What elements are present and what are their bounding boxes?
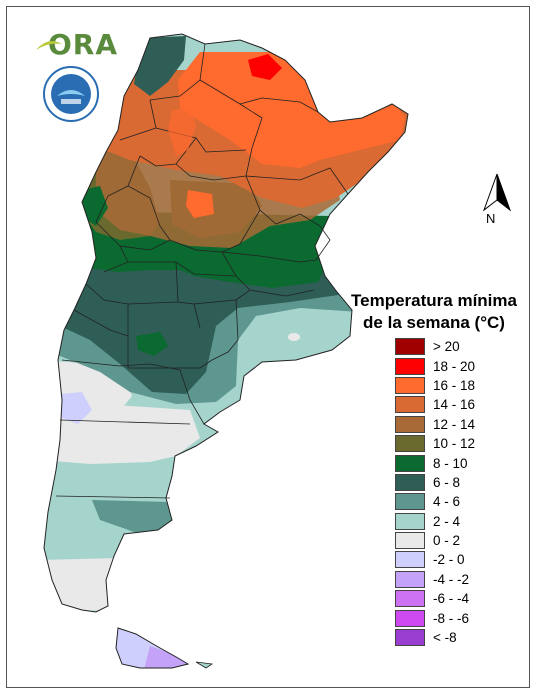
zone-minus2-0 <box>60 392 92 424</box>
legend-label: 18 - 20 <box>433 358 476 374</box>
zone-tdf-minus4 <box>144 646 188 668</box>
zone-16-18-tucuman <box>168 108 196 156</box>
legend-label: -6 - -4 <box>433 591 470 607</box>
isla-estados <box>195 661 214 669</box>
legend-item: > 20 <box>395 337 475 356</box>
legend-label: > 20 <box>433 339 460 355</box>
legend-item: 0 - 2 <box>395 531 475 550</box>
legend-item: 4 - 6 <box>395 492 475 511</box>
legend-swatch <box>395 629 425 647</box>
legend-swatch <box>395 551 425 569</box>
legend: > 20 18 - 20 16 - 18 14 - 16 12 - 14 10 - 12 8… <box>395 337 475 647</box>
zone-andes-6-8 <box>134 36 186 96</box>
map-frame <box>6 6 530 688</box>
legend-label: 14 - 16 <box>433 397 476 413</box>
legend-label: -4 - -2 <box>433 571 470 587</box>
legend-swatch <box>395 376 425 394</box>
legend-swatch <box>395 396 425 414</box>
legend-label: 2 - 4 <box>433 513 461 529</box>
legend-item: 12 - 14 <box>395 415 475 434</box>
legend-item: -6 - -4 <box>395 589 475 608</box>
tierra-del-fuego-outline <box>115 627 190 669</box>
legend-item: 6 - 8 <box>395 473 475 492</box>
legend-label: 12 - 14 <box>433 416 476 432</box>
legend-item: -4 - -2 <box>395 570 475 589</box>
legend-label: < -8 <box>433 630 457 646</box>
legend-swatch <box>395 493 425 511</box>
legend-item: < -8 <box>395 628 475 647</box>
legend-item: 8 - 10 <box>395 453 475 472</box>
smn-seal-icon <box>43 66 99 122</box>
zone-16-18 <box>178 52 405 168</box>
zone-8-10-patch <box>136 332 168 356</box>
legend-label: 0 - 2 <box>433 533 461 549</box>
legend-label: -2 - 0 <box>433 552 465 568</box>
legend-swatch <box>395 473 425 491</box>
zone-0-2-patch <box>288 333 300 341</box>
legend-item: 16 - 18 <box>395 376 475 395</box>
legend-swatch <box>395 338 425 356</box>
legend-item: -2 - 0 <box>395 550 475 569</box>
legend-swatch <box>395 570 425 588</box>
legend-swatch <box>395 609 425 627</box>
legend-swatch <box>395 454 425 472</box>
legend-item: 18 - 20 <box>395 356 475 375</box>
province-borders <box>55 43 349 499</box>
north-label: N <box>486 211 496 226</box>
zone-16-18-patch <box>186 190 214 218</box>
legend-item: 14 - 16 <box>395 395 475 414</box>
legend-label: 10 - 12 <box>433 436 476 452</box>
legend-swatch <box>395 590 425 608</box>
zone-andes-8-10 <box>82 186 108 226</box>
legend-swatch <box>395 415 425 433</box>
zone-4-6-south <box>92 500 176 534</box>
legend-title: Temperatura mínima de la semana (°C) <box>351 291 517 332</box>
legend-swatch <box>395 512 425 530</box>
legend-swatch <box>395 532 425 550</box>
legend-label: 6 - 8 <box>433 474 461 490</box>
legend-swatch <box>395 357 425 375</box>
ora-logo: ORA <box>48 28 119 61</box>
north-arrow-icon <box>482 173 512 212</box>
legend-item: -8 - -6 <box>395 608 475 627</box>
legend-label: 8 - 10 <box>433 455 468 471</box>
zone-18-20 <box>248 54 282 80</box>
legend-item: 2 - 4 <box>395 512 475 531</box>
legend-item: 10 - 12 <box>395 434 475 453</box>
legend-label: -8 - -6 <box>433 610 470 626</box>
legend-swatch <box>395 435 425 453</box>
leaf-swoosh-icon <box>36 41 62 50</box>
legend-label: 4 - 6 <box>433 494 461 510</box>
argentina-outline <box>43 33 409 613</box>
legend-label: 16 - 18 <box>433 377 476 393</box>
